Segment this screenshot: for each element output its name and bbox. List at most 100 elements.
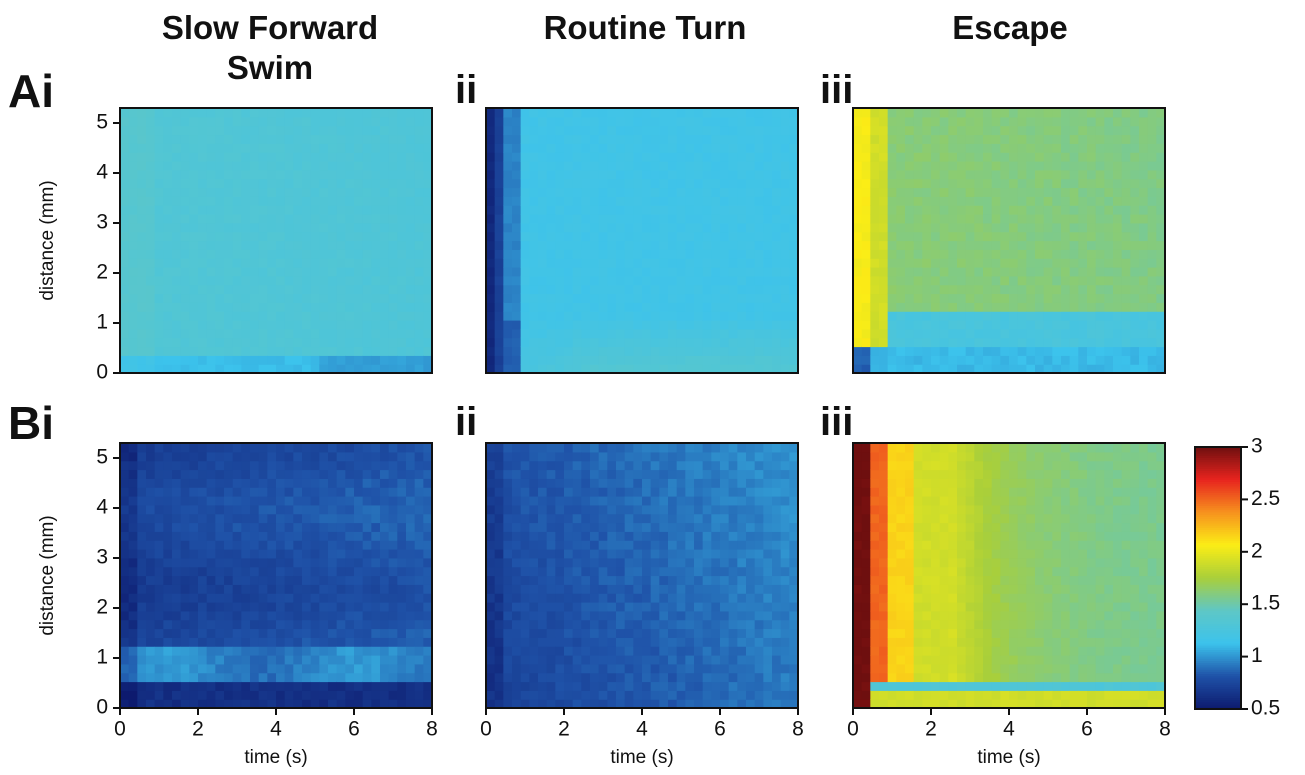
heatmap-cell xyxy=(659,302,669,312)
heatmap-cell xyxy=(154,478,164,488)
heatmap-cell xyxy=(983,143,993,153)
heatmap-cell xyxy=(948,249,958,259)
heatmap-cell xyxy=(590,222,600,233)
heatmap-cell xyxy=(163,125,173,136)
heatmap-cell xyxy=(607,451,617,462)
heatmap-cell xyxy=(206,460,216,471)
heatmap-cell xyxy=(1017,231,1027,242)
heatmap-cell xyxy=(780,116,790,127)
heatmap-cell xyxy=(780,328,790,339)
heatmap-cell xyxy=(607,284,617,295)
heatmap-cell xyxy=(224,320,234,330)
heatmap-cell xyxy=(284,522,294,532)
heatmap-cell xyxy=(1147,222,1157,233)
heatmap-cell xyxy=(520,320,530,330)
heatmap-cell xyxy=(789,143,799,153)
heatmap-cell xyxy=(503,125,513,136)
heatmap-cell xyxy=(397,320,407,330)
heatmap-cell xyxy=(737,267,747,277)
heatmap-cell xyxy=(414,487,424,497)
heatmap-cell xyxy=(1000,267,1010,277)
heatmap-cell xyxy=(224,460,234,471)
heatmap-cell xyxy=(198,364,208,374)
heatmap-cell xyxy=(1095,187,1105,197)
heatmap-cell xyxy=(650,187,660,197)
heatmap-cell xyxy=(896,249,906,259)
heatmap-cell xyxy=(276,478,286,488)
heatmap-cell xyxy=(694,222,704,233)
heatmap-cell xyxy=(922,249,932,259)
heatmap-cell xyxy=(1043,187,1053,197)
heatmap-cell xyxy=(310,205,320,215)
heatmap-cell xyxy=(276,169,286,180)
heatmap-cell xyxy=(172,584,182,594)
heatmap-cell xyxy=(905,214,915,224)
heatmap-cell xyxy=(486,522,496,532)
heatmap-cell xyxy=(1104,205,1114,215)
heatmap-cell xyxy=(503,320,513,330)
heatmap-cell xyxy=(642,443,652,453)
heatmap-cell xyxy=(258,504,268,515)
heatmap-cell xyxy=(180,593,190,603)
heatmap-cell xyxy=(780,161,790,171)
heatmap-cell xyxy=(250,478,260,488)
heatmap-cell xyxy=(581,267,591,277)
heatmap-cell xyxy=(232,293,242,303)
heatmap-cell xyxy=(546,302,556,312)
heatmap-cell xyxy=(564,364,574,374)
heatmap-cell xyxy=(1147,169,1157,180)
heatmap-cell xyxy=(206,699,216,709)
heatmap-cell xyxy=(380,302,390,312)
heatmap-cell xyxy=(486,134,496,144)
heatmap-cell xyxy=(581,364,591,374)
heatmap-cell xyxy=(198,258,208,268)
heatmap-cell xyxy=(362,628,372,638)
heatmap-cell xyxy=(1078,152,1088,162)
heatmap-cell xyxy=(991,187,1001,197)
heatmap-cell xyxy=(1130,214,1140,224)
heatmap-cell xyxy=(423,205,433,215)
heatmap-cell xyxy=(659,487,669,497)
heatmap-cell xyxy=(870,258,880,268)
heatmap-cell xyxy=(328,460,338,471)
heatmap-cell xyxy=(659,346,669,356)
heatmap-cell xyxy=(354,116,364,127)
heatmap-cell xyxy=(371,487,381,497)
heatmap-cell xyxy=(388,699,398,709)
heatmap-cell xyxy=(1026,320,1036,330)
heatmap-cell xyxy=(538,267,548,277)
heatmap-cell xyxy=(328,134,338,144)
heatmap-cell xyxy=(128,214,138,224)
heatmap-cell xyxy=(983,328,993,339)
heatmap-cell xyxy=(336,522,346,532)
heatmap-cell xyxy=(293,504,303,515)
heatmap-cell xyxy=(581,655,591,665)
heatmap-cell xyxy=(146,178,156,189)
heatmap-cell xyxy=(754,134,764,144)
heatmap-cell xyxy=(345,311,355,321)
heatmap-cell xyxy=(198,231,208,242)
heatmap-cell xyxy=(362,593,372,603)
heatmap-cell xyxy=(276,557,286,568)
heatmap-cell xyxy=(598,557,608,568)
heatmap-cell xyxy=(538,460,548,471)
heatmap-cell xyxy=(189,249,199,259)
heatmap-cell xyxy=(590,672,600,683)
heatmap-cell xyxy=(1043,143,1053,153)
heatmap-cell xyxy=(633,663,643,674)
heatmap-cell xyxy=(572,187,582,197)
heatmap-cell xyxy=(931,134,941,144)
heatmap-cell xyxy=(754,328,764,339)
heatmap-cell xyxy=(1104,125,1114,136)
heatmap-cell xyxy=(983,214,993,224)
heatmap-cell xyxy=(650,513,660,524)
heatmap-cell xyxy=(896,328,906,339)
heatmap-cell xyxy=(276,249,286,259)
heatmap-cell xyxy=(120,302,130,312)
heatmap-cell xyxy=(310,346,320,356)
heatmap-cell xyxy=(241,549,251,559)
heatmap-cell xyxy=(414,663,424,674)
heatmap-cell xyxy=(406,451,416,462)
heatmap-cell xyxy=(336,478,346,488)
heatmap-cell xyxy=(362,293,372,303)
